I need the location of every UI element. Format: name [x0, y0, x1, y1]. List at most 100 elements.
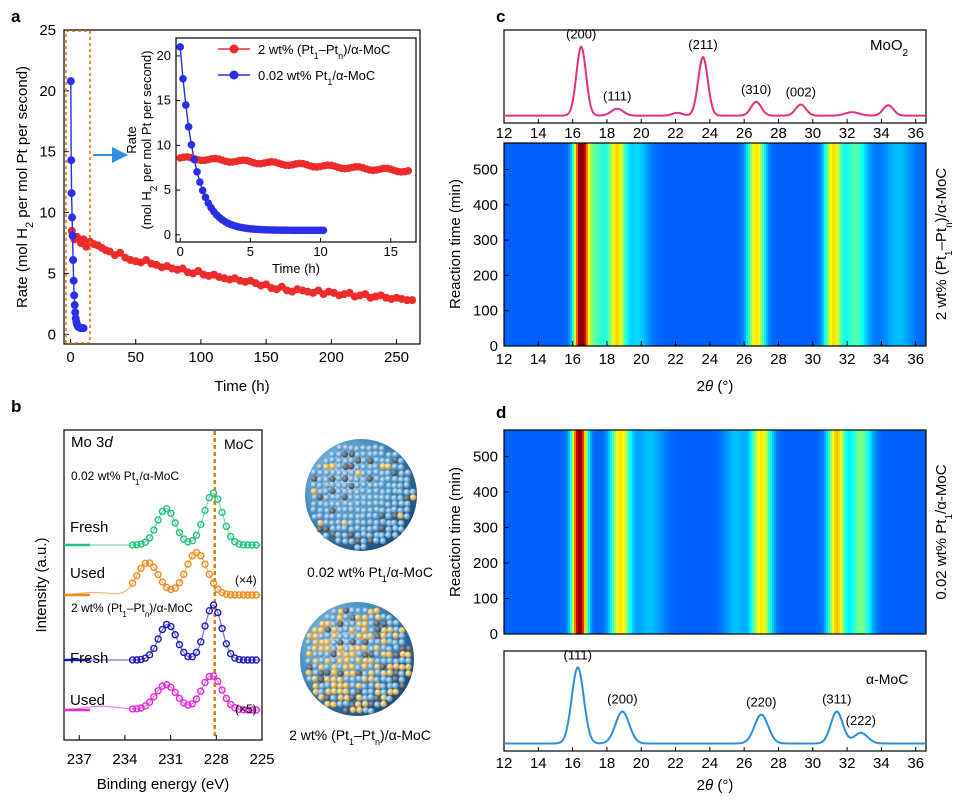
atom: [368, 669, 375, 677]
atom: [380, 675, 387, 683]
atom: [360, 543, 367, 551]
atom: [349, 701, 356, 709]
heatmap-column: [742, 430, 745, 634]
heatmap-column: [796, 430, 799, 634]
atom: [367, 457, 374, 465]
heatmap-column: [720, 143, 723, 346]
atom: [399, 682, 406, 690]
atom: [323, 694, 331, 702]
heatmap-column: [788, 430, 791, 634]
atom: [317, 670, 325, 677]
xps-point: [154, 516, 162, 524]
atom: [378, 512, 385, 520]
atom: [403, 494, 411, 502]
panel-b-chart: Mo 3d MoC 0.02 wt% Pt1/α-MoC 2 wt% (Pt1–…: [33, 429, 275, 793]
xps-point: [205, 570, 214, 579]
atom: [312, 682, 319, 690]
xps-point: [201, 506, 209, 515]
xps-point: [137, 564, 145, 573]
xps-point: [239, 541, 248, 549]
heatmap-column: [612, 430, 615, 634]
x-tick-label: 28: [770, 351, 787, 368]
atom: [316, 512, 324, 520]
heatmap-column: [696, 430, 699, 634]
atom: [391, 469, 398, 477]
heatmap-column: [846, 430, 849, 634]
panel-a-xlabel: Time (h): [214, 378, 269, 395]
xps-point: [184, 538, 192, 546]
heatmap-column: [742, 143, 745, 346]
atom: [323, 501, 330, 508]
heatmap-column: [732, 430, 735, 634]
heatmap-column: [782, 430, 785, 634]
xps-series-label: Fresh: [70, 519, 108, 536]
heatmap-column: [634, 430, 637, 634]
x-tick-label: 26: [736, 125, 753, 142]
atom: [324, 513, 331, 520]
xps-point: [222, 640, 231, 648]
point-single: [70, 291, 79, 300]
xps-point: [175, 640, 184, 649]
atom: [387, 626, 394, 633]
heatmap-column: [810, 143, 813, 346]
y-tick-label: 500: [473, 449, 498, 466]
atom: [360, 531, 368, 538]
x-tick-label: 50: [127, 349, 144, 366]
heatmap-column: [782, 143, 785, 346]
atom: [348, 457, 355, 464]
heatmap-column: [544, 430, 547, 634]
xps-point: [231, 654, 239, 662]
heatmap-column: [684, 430, 687, 634]
heatmap-column: [606, 430, 609, 634]
heatmap-column: [614, 430, 617, 634]
heatmap-column: [764, 430, 767, 634]
atom: [397, 494, 404, 502]
nanoparticle-models: 0.02 wt% Pt1/α-MoC 2 wt% (Pt1–Ptn)/α-MoC: [289, 439, 433, 747]
atom: [330, 681, 338, 689]
heatmap-column: [564, 143, 567, 346]
heatmap-column: [724, 143, 727, 346]
atom: [367, 451, 374, 458]
xps-point: [209, 489, 218, 497]
xps-point: [188, 537, 196, 545]
y-tick-label: 300: [473, 232, 498, 249]
atom: [342, 663, 349, 671]
heatmap-column: [610, 430, 613, 634]
legend-marker-single: [229, 70, 239, 80]
inset-point-single: [201, 193, 210, 202]
heatmap-column: [568, 143, 571, 346]
atom: [359, 487, 367, 495]
heatmap-column: [580, 143, 583, 346]
heatmap-column: [584, 430, 587, 634]
heatmap-column: [596, 143, 599, 346]
xps-point: [248, 706, 256, 714]
heatmap-column: [520, 143, 523, 346]
xps-point: [205, 672, 214, 681]
point-single: [71, 308, 80, 317]
heatmap-column: [890, 143, 893, 346]
x-tick-label: 18: [599, 755, 616, 772]
heatmap-column: [638, 143, 641, 346]
heatmap-column: [710, 430, 713, 634]
atom: [353, 445, 361, 453]
atom: [361, 663, 368, 670]
point-single: [68, 231, 77, 240]
point-cluster: [116, 248, 125, 257]
panel-a-inset: 0 5 10 15 0 5 10 15 20 Time (h) Rate (mol H2 pe…: [124, 34, 418, 276]
atom: [405, 670, 412, 677]
panel-c-xlabel: 2θ (°): [697, 378, 734, 395]
y-tick-label: 500: [473, 161, 498, 178]
heatmap-column: [918, 430, 921, 634]
atom: [374, 633, 381, 640]
atom: [328, 519, 336, 527]
panel-d-map-frame: [503, 429, 927, 635]
heatmap-column: [814, 430, 817, 634]
atom: [397, 476, 405, 483]
heatmap-column: [850, 143, 853, 346]
atom: [367, 519, 374, 526]
atom: [355, 513, 362, 520]
heatmap-column: [858, 143, 861, 346]
heatmap-column: [650, 430, 653, 634]
xps-point: [141, 702, 150, 710]
heatmap-column: [774, 430, 777, 634]
